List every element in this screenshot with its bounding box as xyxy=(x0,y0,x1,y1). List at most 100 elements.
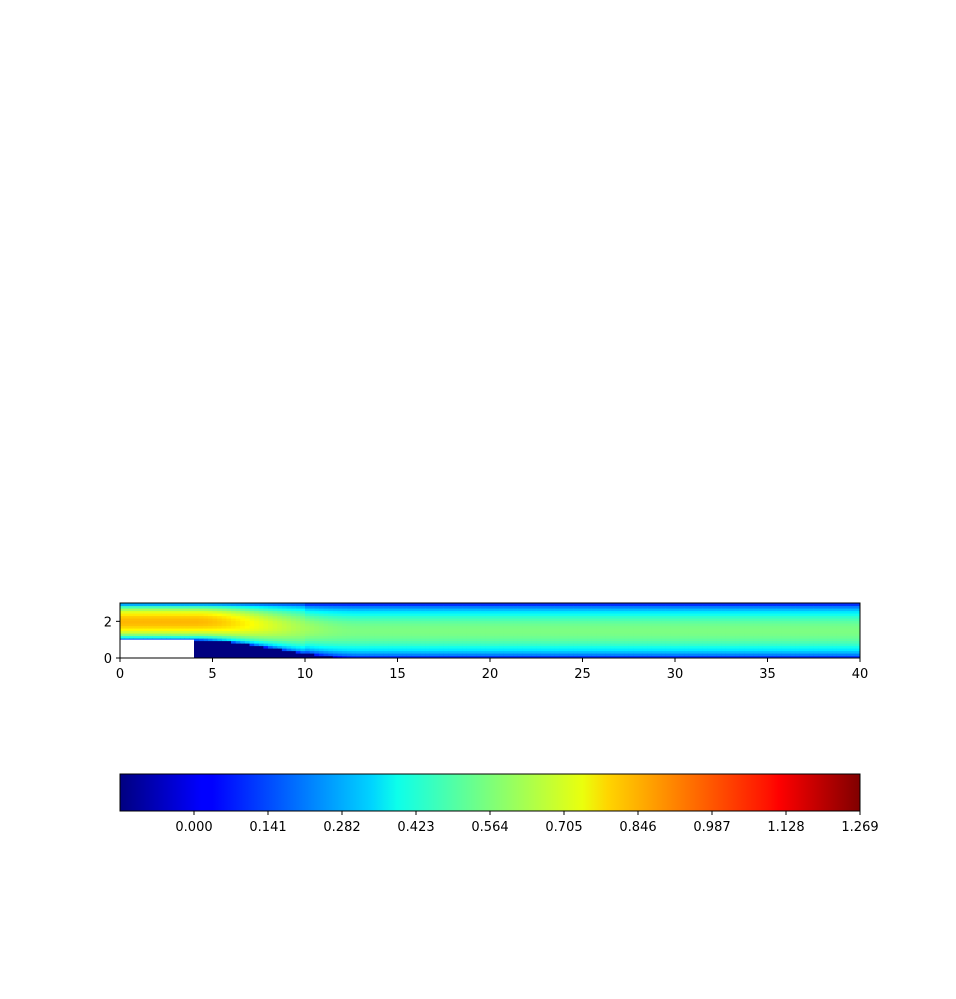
field-cell xyxy=(730,623,736,627)
field-cell xyxy=(522,625,528,629)
field-cell xyxy=(776,653,782,657)
field-cell xyxy=(369,645,375,649)
field-cell xyxy=(670,623,676,627)
field-cell xyxy=(786,605,792,609)
field-cell xyxy=(281,628,288,632)
field-cell xyxy=(429,653,436,657)
field-cell xyxy=(624,645,630,649)
field-cell xyxy=(429,643,436,647)
field-cell xyxy=(503,648,510,652)
field-cell xyxy=(392,650,399,654)
field-cell xyxy=(318,613,325,617)
field-cell xyxy=(318,628,325,632)
field-cell xyxy=(406,618,412,622)
field-cell xyxy=(379,638,385,642)
field-cell xyxy=(799,628,806,632)
field-cell xyxy=(749,648,755,652)
field-cell xyxy=(416,638,422,642)
field-cell xyxy=(212,628,218,632)
field-cell xyxy=(300,640,306,644)
field-cell xyxy=(268,645,274,649)
field-cell xyxy=(138,603,144,607)
field-cell xyxy=(702,655,708,658)
field-cell xyxy=(457,605,463,609)
field-cell xyxy=(439,643,445,647)
field-cell xyxy=(559,650,565,654)
field-cell xyxy=(513,625,519,629)
field-cell xyxy=(221,625,227,629)
field-cell xyxy=(180,628,186,632)
field-cell xyxy=(203,603,209,607)
field-cell xyxy=(790,655,796,658)
field-cell xyxy=(471,623,477,627)
field-cell xyxy=(420,635,426,639)
field-cell xyxy=(804,640,810,644)
field-cell xyxy=(767,623,773,627)
field-cell xyxy=(346,635,352,639)
field-cell xyxy=(379,635,385,639)
field-cell xyxy=(559,653,565,657)
field-cell xyxy=(254,603,260,607)
field-cell xyxy=(189,605,195,609)
field-cell xyxy=(416,625,422,629)
field-cell xyxy=(809,603,815,607)
field-cell xyxy=(749,643,755,647)
field-cell xyxy=(846,633,852,637)
field-cell xyxy=(480,640,486,644)
field-cell xyxy=(198,620,204,624)
field-cell xyxy=(402,620,408,624)
field-cell xyxy=(392,623,399,627)
field-cell xyxy=(836,618,843,622)
field-cell xyxy=(194,640,200,644)
field-cell xyxy=(300,608,306,612)
field-cell xyxy=(277,618,283,622)
field-cell xyxy=(679,625,685,629)
field-cell xyxy=(536,608,542,612)
field-cell xyxy=(725,648,732,652)
field-cell xyxy=(411,605,417,609)
field-cell xyxy=(235,640,241,644)
field-cell xyxy=(614,633,621,637)
field-cell xyxy=(272,608,278,612)
field-cell xyxy=(568,655,574,658)
field-cell xyxy=(490,603,496,607)
field-cell xyxy=(531,615,537,619)
field-cell xyxy=(443,615,449,619)
field-cell xyxy=(453,608,459,612)
field-cell xyxy=(411,610,417,614)
field-cell xyxy=(212,650,218,654)
field-cell xyxy=(698,633,704,637)
field-cell xyxy=(120,610,126,614)
field-cell xyxy=(453,620,459,624)
field-cell xyxy=(383,648,389,652)
field-cell xyxy=(554,610,560,614)
field-cell xyxy=(240,645,246,649)
field-cell xyxy=(781,655,787,658)
field-cell xyxy=(799,638,806,642)
field-cell xyxy=(596,645,602,649)
field-cell xyxy=(753,648,759,652)
field-cell xyxy=(295,620,301,624)
field-cell xyxy=(388,613,394,617)
field-cell xyxy=(633,643,639,647)
field-cell xyxy=(439,630,445,634)
field-cell xyxy=(665,653,671,657)
field-cell xyxy=(346,633,352,637)
field-cell xyxy=(568,620,574,624)
field-cell xyxy=(314,625,320,629)
field-cell xyxy=(120,638,126,642)
field-cell xyxy=(411,630,417,634)
field-cell xyxy=(804,635,810,639)
field-cell xyxy=(184,610,190,614)
field-cell xyxy=(527,648,533,652)
field-cell xyxy=(638,623,644,627)
field-cell xyxy=(318,645,325,649)
field-cell xyxy=(725,608,732,612)
field-cell xyxy=(124,620,130,624)
field-cell xyxy=(157,610,163,614)
field-cell xyxy=(633,630,639,634)
field-cell xyxy=(425,643,431,647)
field-cell xyxy=(517,625,523,629)
field-cell xyxy=(841,625,847,629)
field-cell xyxy=(443,635,449,639)
